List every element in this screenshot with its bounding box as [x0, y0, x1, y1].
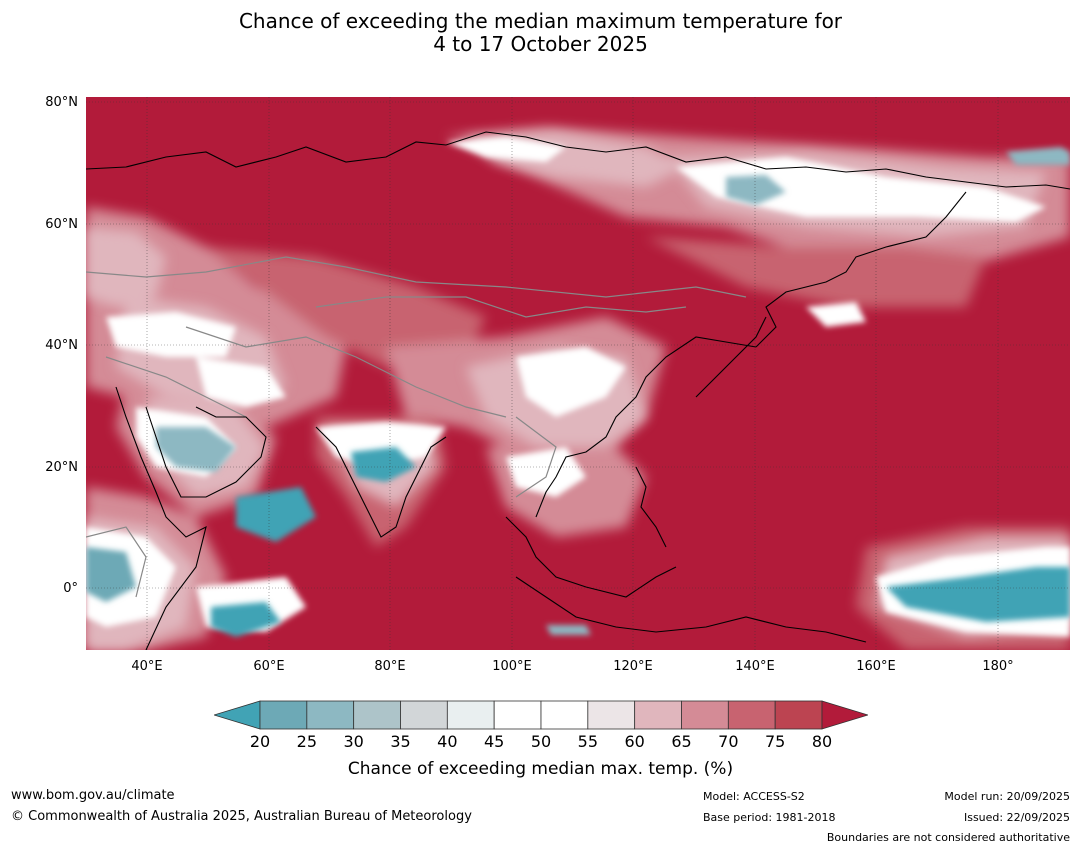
central-asia-moderate	[206, 247, 486, 367]
website-text: www.bom.gov.au/climate	[11, 788, 175, 803]
coast-kamchatka	[755, 191, 967, 348]
central-asia-neutral	[106, 312, 236, 357]
coast-red-sea-africa	[115, 386, 207, 650]
coast-se-asia	[505, 516, 677, 598]
colorbar-tick-50: 50	[530, 732, 552, 751]
coast-arabia	[145, 406, 267, 498]
colorbar-tick-80: 80	[811, 732, 833, 751]
lat-label-60n: 60°N	[45, 217, 78, 232]
lon-label-100e: 100°E	[492, 659, 532, 674]
indian-ocean-cool	[211, 602, 281, 637]
title-line-2: 4 to 17 October 2025	[433, 32, 648, 56]
colorbar-tick-20: 20	[249, 732, 271, 751]
colorbar-cell-55-60	[587, 700, 636, 730]
coast-arctic	[86, 131, 1070, 190]
indonesia-cool	[546, 625, 591, 635]
colorbar-extend-low	[214, 700, 261, 730]
arabia-cool	[156, 427, 236, 472]
coast-japan	[695, 316, 767, 398]
colorbar-cell-45-50	[493, 700, 542, 730]
coast-philippines	[635, 466, 667, 548]
lat-label-40n: 40°N	[45, 338, 78, 353]
lon-label-40e: 40°E	[131, 659, 163, 674]
disclaimer-text: Boundaries are not considered authoritat…	[826, 831, 1070, 844]
pacific-cool	[886, 567, 1070, 622]
iran-neutral	[196, 357, 286, 407]
coastlines	[86, 131, 1070, 650]
colorbar-cell-40-45	[446, 700, 495, 730]
coast-east-asia	[535, 336, 757, 518]
colorbar-extend-high	[821, 700, 868, 730]
colorbar-cell-65-70	[681, 700, 729, 730]
colorbar-cell-60-65	[634, 700, 682, 730]
colorbar-cell-70-75	[727, 700, 776, 730]
east-siberia-moderate	[646, 237, 986, 307]
issued-text: Issued: 22/09/2025	[963, 811, 1070, 824]
chart-title: Chance of exceeding the median maximum t…	[0, 10, 1081, 56]
colorbar-label: Chance of exceeding median max. temp. (%…	[347, 759, 734, 779]
lon-label-120e: 120°E	[613, 659, 653, 674]
lon-label-80e: 80°E	[374, 659, 406, 674]
colorbar-tick-55: 55	[577, 732, 598, 751]
colorbar-tick-65: 65	[671, 732, 692, 751]
arabian-sea-cool	[236, 487, 316, 542]
colorbar-tick-60: 60	[624, 732, 645, 751]
model-run-text: Model run: 20/09/2025	[944, 790, 1070, 803]
coast-indonesia	[515, 576, 867, 643]
lon-label-140e: 140°E	[735, 659, 775, 674]
colorbar-cell-50-55	[540, 700, 589, 730]
lat-label-20n: 20°N	[45, 460, 78, 475]
arctic-coast-neutral	[446, 137, 566, 162]
west-russia-light	[86, 227, 166, 307]
lat-label-80n: 80°N	[45, 95, 78, 110]
colorbar-tick-25: 25	[296, 732, 317, 751]
se-asia-neutral	[506, 447, 586, 497]
india-cool	[351, 447, 416, 482]
colorbar	[214, 700, 868, 730]
base-period-text: Base period: 1981-2018	[703, 811, 836, 824]
colorbar-cell-30-35	[353, 700, 401, 730]
lat-label-0: 0°	[63, 581, 78, 596]
colorbar-tick-30: 30	[343, 732, 364, 751]
colorbar-cells	[214, 700, 868, 730]
siberia-cool	[726, 175, 786, 205]
colorbar-cell-75-80	[774, 700, 823, 730]
lon-label-160e: 160°E	[856, 659, 896, 674]
coast-india	[315, 426, 447, 538]
model-text: Model: ACCESS-S2	[703, 790, 805, 803]
north-pacific-neutral	[806, 302, 866, 327]
east-siberia-neutral	[676, 157, 1046, 222]
arctic-cool	[1006, 147, 1070, 165]
title-line-1: Chance of exceeding the median maximum t…	[238, 9, 843, 33]
colorbar-cell-35-40	[400, 700, 448, 730]
lon-label-180: 180°	[982, 659, 1014, 674]
colorbar-tick-45: 45	[483, 732, 505, 751]
colorbar-cell-25-30	[306, 700, 355, 730]
colorbar-tick-35: 35	[390, 732, 411, 751]
country-boundaries	[86, 256, 747, 598]
india-neutral	[316, 422, 446, 467]
outlook-map	[86, 97, 1070, 650]
colorbar-tick-70: 70	[718, 732, 739, 751]
copyright-text: © Commonwealth of Australia 2025, Austra…	[11, 809, 472, 824]
colorbar-cell-20-25	[259, 700, 308, 730]
colorbar-tick-75: 75	[764, 732, 786, 751]
china-neutral	[516, 347, 626, 417]
colorbar-tick-40: 40	[437, 732, 458, 751]
lon-label-60e: 60°E	[253, 659, 285, 674]
